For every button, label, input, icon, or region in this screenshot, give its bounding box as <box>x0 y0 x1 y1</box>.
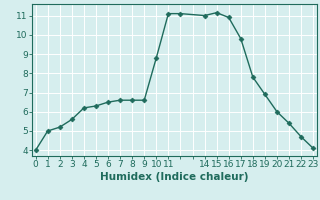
X-axis label: Humidex (Indice chaleur): Humidex (Indice chaleur) <box>100 172 249 182</box>
